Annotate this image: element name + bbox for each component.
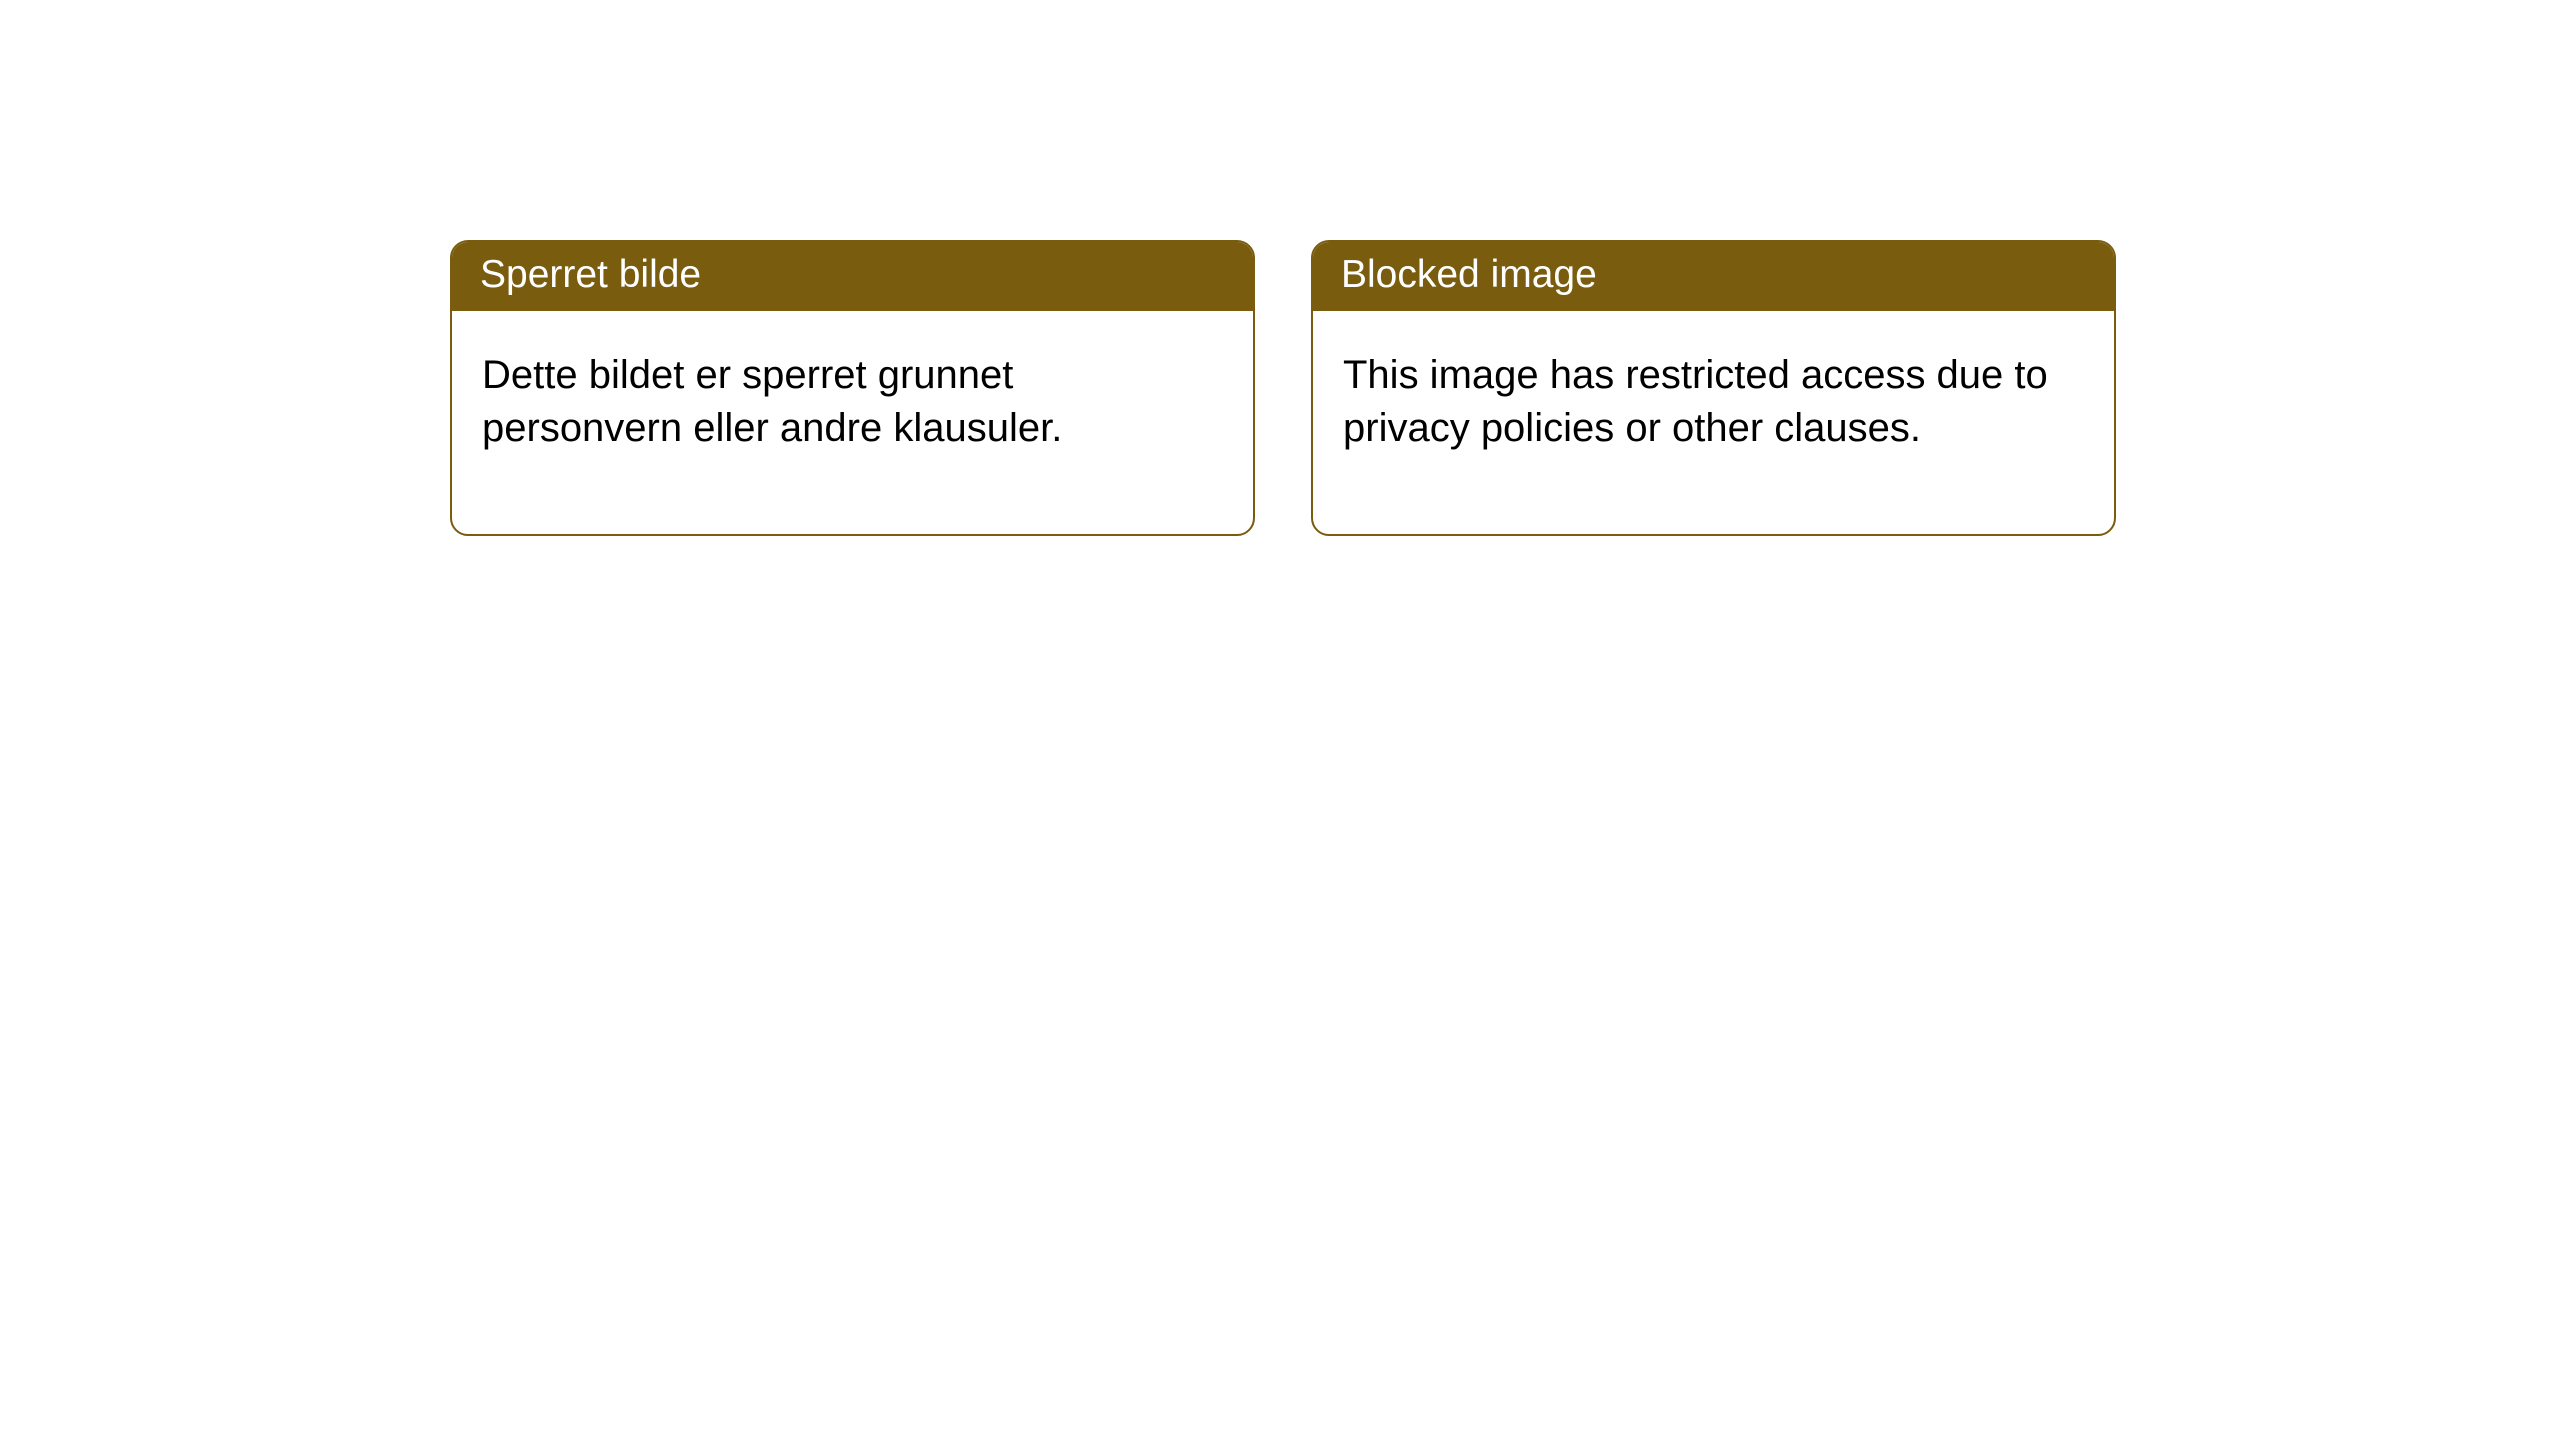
- notice-card-body: Dette bildet er sperret grunnet personve…: [452, 311, 1253, 535]
- notice-card-no: Sperret bilde Dette bildet er sperret gr…: [450, 240, 1255, 536]
- notice-card-title: Sperret bilde: [452, 242, 1253, 311]
- notice-card-title: Blocked image: [1313, 242, 2114, 311]
- notice-card-en: Blocked image This image has restricted …: [1311, 240, 2116, 536]
- notice-card-body: This image has restricted access due to …: [1313, 311, 2114, 535]
- notice-cards-container: Sperret bilde Dette bildet er sperret gr…: [0, 0, 2560, 536]
